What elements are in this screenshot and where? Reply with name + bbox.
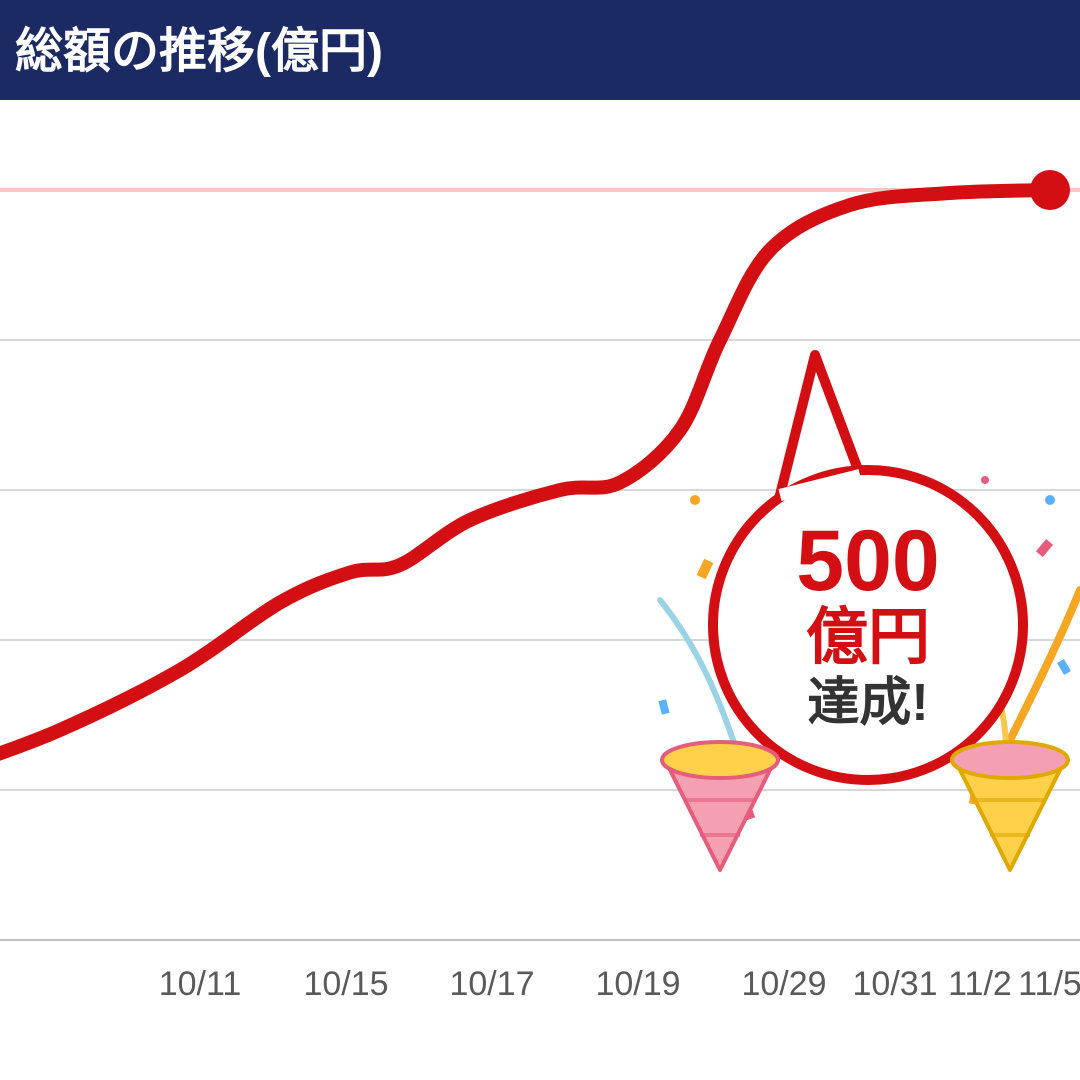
series-end-marker [1030, 170, 1070, 210]
callout-line-3: 達成! [807, 674, 928, 732]
x-tick-label: 10/19 [595, 965, 680, 1003]
header-bar: 総額の推移(億円) [0, 0, 1080, 100]
chart-card: 総額の推移(億円) 10/11 10/15 10/17 10/19 10/29 10/31 1… [0, 0, 1080, 1080]
callout-line-1: 500 [796, 513, 940, 609]
x-tick-label: 10/11 [159, 965, 242, 1003]
callout-line-2: 億円 [806, 603, 930, 672]
x-tick-label: 10/17 [449, 965, 534, 1003]
confetti-dot [981, 476, 989, 484]
x-tick-label: 10/31 [852, 965, 937, 1003]
x-tick-label: 10/15 [303, 965, 388, 1003]
header-title: 総額の推移(億円) [15, 25, 383, 78]
confetti-dot [690, 495, 700, 505]
x-tick-label: 10/29 [741, 965, 826, 1003]
confetti-dot [1045, 495, 1055, 505]
x-tick-label: 11/2 [948, 965, 1012, 1003]
x-tick-label: 11/5 [1018, 965, 1080, 1003]
